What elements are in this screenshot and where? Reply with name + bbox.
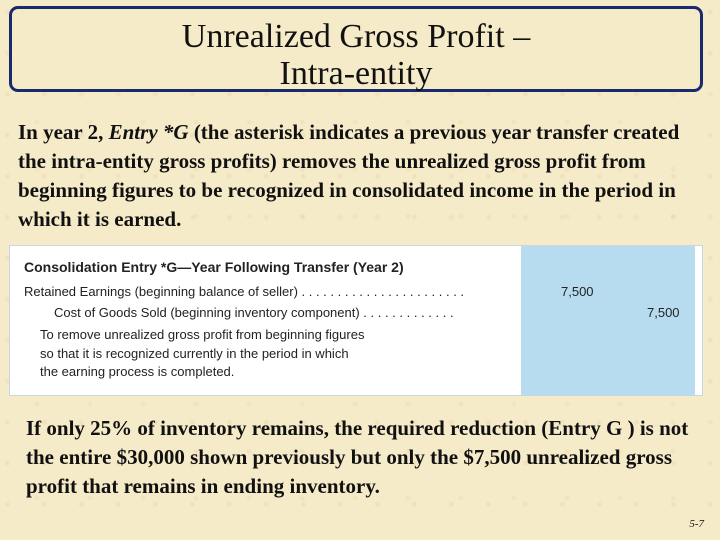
outro-paragraph: If only 25% of inventory remains, the re… (26, 416, 689, 498)
credit-amount: 7,500 (647, 305, 680, 320)
slide-title-line-1: Unrealized Gross Profit – (181, 18, 531, 55)
debit-account-line: Retained Earnings (beginning balance of … (24, 284, 465, 299)
consolidation-entry-panel: Consolidation Entry *G—Year Following Tr… (9, 245, 703, 396)
amount-column-background (521, 246, 695, 395)
debit-amount: 7,500 (561, 284, 594, 299)
intro-entry-reference: Entry *G (108, 120, 189, 144)
credit-account-line: Cost of Goods Sold (beginning inventory … (54, 305, 454, 320)
slide-number: 5-7 (689, 518, 704, 530)
intro-text-start: In year 2, (18, 120, 109, 144)
entry-explanation-line-3: the earning process is completed. (40, 364, 235, 379)
slide-title-box: Unrealized Gross Profit – Intra-entity (9, 6, 703, 92)
entry-explanation-line-1: To remove unrealized gross profit from b… (40, 327, 365, 342)
slide-title-line-2: Intra-entity (279, 55, 433, 92)
intro-text-rest: (the asterisk indicates a previous year … (18, 120, 680, 231)
entry-title: Consolidation Entry *G—Year Following Tr… (24, 259, 404, 275)
entry-explanation-line-2: so that it is recognized currently in th… (40, 346, 349, 361)
intro-paragraph: In year 2, Entry *G (the asterisk indica… (18, 118, 708, 234)
